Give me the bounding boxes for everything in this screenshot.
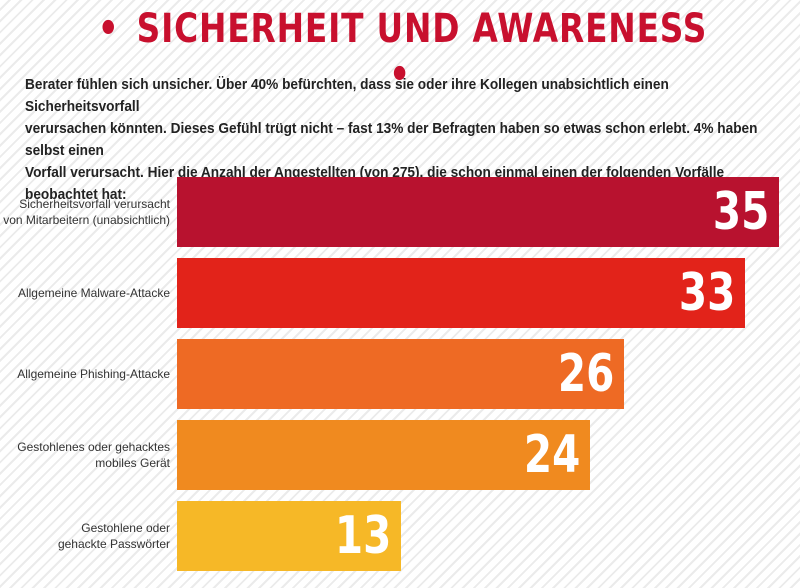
bar-label: Allgemeine Phishing-Attacke bbox=[0, 339, 170, 409]
bar-label-line: von Mitarbeitern (unabsichtlich) bbox=[3, 213, 170, 227]
bar-value-label: 24 bbox=[523, 425, 580, 485]
title-bullet-right: • bbox=[389, 52, 411, 98]
bar-label: Sicherheitsvorfall verursacht von Mitarbe… bbox=[0, 177, 170, 247]
bar-label-line: Allgemeine Phishing-Attacke bbox=[17, 367, 170, 381]
bar-label-line: Sicherheitsvorfall verursacht bbox=[19, 197, 170, 211]
bar-label-text: Gestohlene oder gehackte Passwörter bbox=[58, 520, 170, 552]
bar: 24 bbox=[177, 420, 590, 490]
bar-label-line: Gestohlene oder bbox=[81, 521, 170, 535]
page-title: • SICHERHEIT UND AWARENESS • bbox=[72, 6, 728, 98]
bar-value-label: 26 bbox=[557, 344, 614, 404]
intro-line: verursachen könnten. Dieses Gefühl trügt… bbox=[25, 121, 758, 159]
bar: 26 bbox=[177, 339, 624, 409]
bar-label-line: gehackte Passwörter bbox=[57, 537, 170, 551]
bar-label-text: Allgemeine Phishing-Attacke bbox=[17, 366, 170, 382]
bar-label: Gestohlene oder gehackte Passwörter bbox=[0, 501, 170, 571]
intro-line: Berater fühlen sich unsicher. Über 40% b… bbox=[25, 77, 669, 115]
bar-label-line: Gestohlenes oder gehacktes bbox=[17, 440, 170, 454]
bar: 33 bbox=[177, 258, 745, 328]
title-text: SICHERHEIT UND AWARENESS bbox=[136, 6, 708, 52]
bar-value-label: 35 bbox=[712, 182, 769, 242]
title-bullet-left: • bbox=[97, 6, 120, 52]
bar-label: Gestohlenes oder gehacktes mobiles Gerät bbox=[0, 420, 170, 490]
bar-label-text: Sicherheitsvorfall verursacht von Mitarbe… bbox=[3, 196, 170, 228]
bar-label-line: mobiles Gerät bbox=[95, 456, 170, 470]
bar-label-text: Allgemeine Malware-Attacke bbox=[18, 285, 170, 301]
bar-label-line: Allgemeine Malware-Attacke bbox=[17, 286, 170, 300]
bar-value-label: 33 bbox=[678, 263, 735, 323]
bar-value-label: 13 bbox=[334, 506, 391, 566]
bar: 13 bbox=[177, 501, 401, 571]
bar: 35 bbox=[177, 177, 779, 247]
bar-label-text: Gestohlenes oder gehacktes mobiles Gerät bbox=[17, 439, 170, 471]
bar-label: Allgemeine Malware-Attacke bbox=[0, 258, 170, 328]
